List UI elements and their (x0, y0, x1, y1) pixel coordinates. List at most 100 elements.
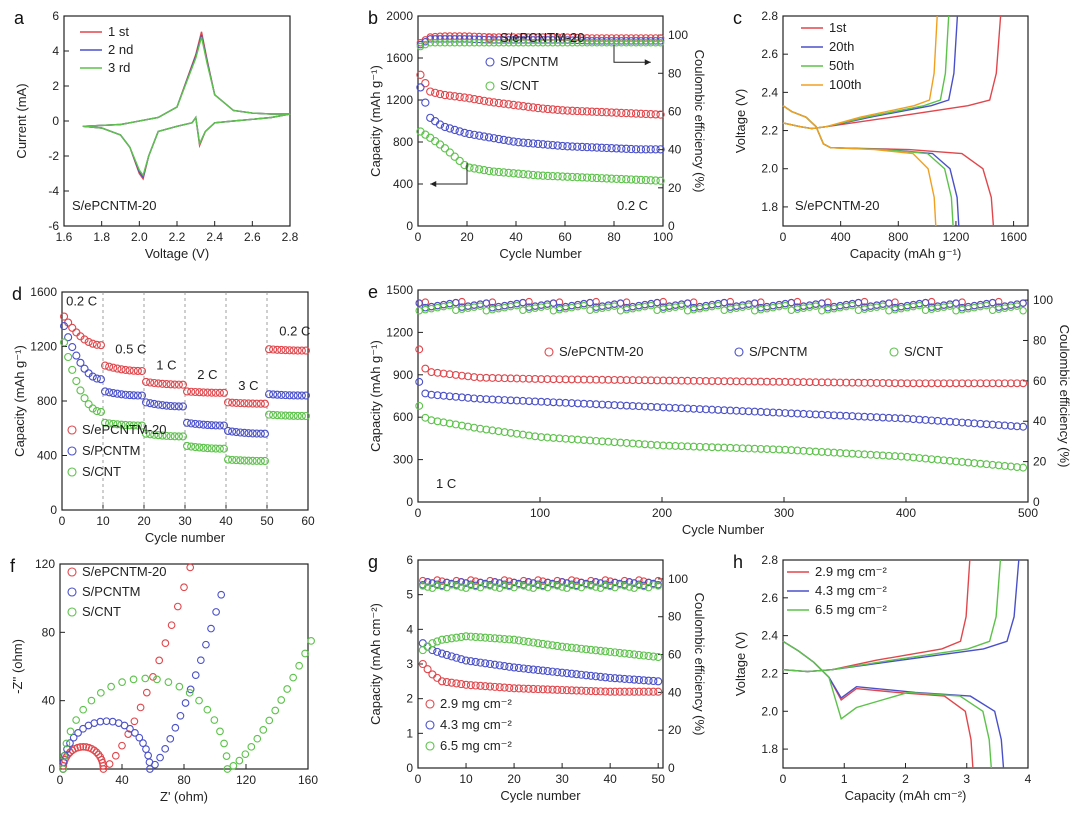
capacity-point (486, 682, 495, 691)
eis-point (207, 624, 215, 633)
capacity-point (484, 133, 494, 142)
capacity-point (756, 444, 765, 453)
capacity-point (927, 416, 936, 425)
capacity-point (945, 417, 954, 426)
capacity-point (543, 667, 552, 676)
capacity-point (465, 163, 474, 172)
capacity-point (615, 674, 624, 683)
ce-point (683, 299, 692, 307)
y-tick-label: 2.6 (761, 47, 778, 61)
ce-point (616, 306, 625, 315)
capacity-point (476, 373, 485, 382)
capacity-point (113, 364, 122, 373)
capacity-point (92, 340, 101, 349)
capacity-point (639, 676, 648, 685)
capacity-point (470, 130, 479, 140)
capacity-point (96, 375, 105, 384)
capacity-point (627, 109, 636, 118)
capacity-point (578, 173, 587, 182)
ce-point (1019, 299, 1027, 307)
capacity-point (631, 175, 641, 184)
eis-point (66, 727, 75, 736)
eis-point (229, 761, 238, 770)
capacity-point (506, 374, 515, 383)
capacity-point (293, 391, 302, 400)
capacity-point (475, 165, 484, 174)
capacity-point (433, 637, 442, 646)
capacity-point (921, 454, 930, 463)
capacity-point (529, 684, 538, 694)
capacity-point (137, 391, 146, 400)
y-tick-label: 0 (52, 114, 59, 128)
eis-point (181, 699, 190, 707)
capacity-point (994, 421, 1003, 430)
ce-point (988, 298, 997, 307)
ce-point (482, 306, 491, 315)
capacity-point (651, 110, 660, 119)
capacity-point (756, 377, 765, 386)
y-axis-label: Capacity (mAh g⁻¹) (368, 340, 383, 452)
capacity-point (558, 642, 567, 651)
capacity-point (572, 670, 581, 679)
capacity-point (572, 644, 581, 653)
capacity-point (848, 378, 857, 387)
capacity-point (587, 143, 597, 152)
x-tick-label: 0 (415, 230, 422, 244)
capacity-point (269, 345, 278, 354)
arrowhead-left (430, 181, 437, 187)
capacity-point (610, 687, 620, 696)
ce-point (433, 581, 441, 590)
capacity-point (982, 420, 991, 429)
capacity-point (121, 390, 130, 399)
ce-point (601, 581, 610, 590)
capacity-point (823, 448, 832, 457)
y-tick-label: 4 (52, 44, 59, 58)
capacity-point (607, 174, 616, 183)
capacity-point (281, 411, 290, 420)
capacity-point (494, 98, 503, 108)
capacity-point (464, 393, 472, 402)
capacity-point (903, 414, 912, 423)
ce-point (563, 579, 571, 587)
capacity-point (891, 379, 899, 388)
capacity-point (244, 456, 253, 465)
capacity-point (240, 456, 249, 465)
capacity-point (592, 173, 601, 183)
x-tick-label: 160 (298, 773, 318, 787)
y-tick-label: 0 (406, 219, 413, 233)
ce-point (421, 40, 430, 49)
capacity-point (499, 99, 508, 108)
y-tick-label: 3 (406, 657, 413, 671)
y2-axis-label: Coulombic efficiency (%) (692, 50, 707, 193)
capacity-point (615, 648, 624, 657)
legend-marker (67, 567, 77, 577)
panel-label: e (368, 282, 378, 302)
capacity-point (714, 405, 723, 414)
ce-point (572, 582, 581, 591)
capacity-point (482, 373, 491, 382)
capacity-point (606, 647, 615, 656)
capacity-point (994, 379, 1003, 388)
capacity-point (125, 421, 134, 430)
capacity-point (529, 139, 538, 148)
ce-point (787, 298, 796, 307)
capacity-point (592, 143, 601, 152)
y2-tick-label: 40 (668, 685, 682, 699)
x-tick-label: 2.0 (131, 230, 148, 244)
ce-point (548, 38, 557, 47)
y-tick-label: 120 (35, 557, 55, 571)
ce-point (653, 306, 661, 314)
ce-point (416, 42, 425, 51)
ce-point (811, 302, 820, 310)
ce-point (460, 38, 469, 47)
capacity-point (537, 433, 546, 442)
capacity-point (203, 420, 212, 430)
arrow-right (613, 45, 651, 63)
capacity-point (644, 687, 653, 696)
capacity-point (636, 175, 646, 185)
capacity-point (133, 366, 142, 376)
capacity-point (519, 637, 528, 646)
capacity-point (244, 429, 253, 438)
ce-point (510, 578, 518, 587)
